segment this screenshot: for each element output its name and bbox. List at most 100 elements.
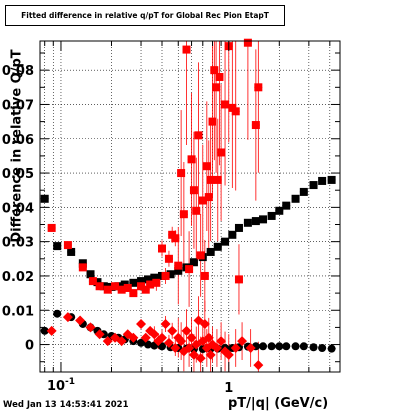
marker-diamond (176, 336, 187, 347)
marker-square (194, 131, 203, 140)
marker-square (177, 169, 186, 178)
y-tick-labels: 0 0.01 0.02 0.03 0.04 0.05 0.06 0.07 0.08 (2, 64, 34, 353)
marker-square (171, 234, 180, 243)
marker-square (67, 247, 76, 256)
marker-square (234, 275, 243, 284)
x-tick-label: 10-1 (47, 377, 75, 394)
marker-square (123, 283, 132, 292)
marker-square (158, 244, 167, 253)
marker-diamond (157, 332, 168, 343)
marker-circle (53, 309, 62, 318)
marker-square (299, 187, 308, 196)
marker-square (282, 201, 291, 210)
marker-diamond (184, 342, 195, 353)
marker-square (213, 175, 222, 184)
marker-square (117, 285, 126, 294)
marker-square (231, 107, 240, 116)
marker-diamond (94, 329, 105, 340)
marker-square (185, 265, 194, 274)
marker-square (161, 271, 170, 280)
y-axis-label: Difference in relative Q/pT (9, 49, 25, 243)
marker-square (202, 162, 211, 171)
y-tick-label: 0.01 (2, 304, 34, 319)
marker-square (200, 271, 209, 280)
marker-diamond (203, 332, 214, 343)
marker-square (179, 210, 188, 219)
marker-diamond (211, 342, 222, 353)
marker-square (251, 121, 260, 130)
marker-circle (291, 342, 300, 351)
marker-diamond (245, 342, 256, 353)
marker-square (267, 211, 276, 220)
marker-circle (309, 343, 318, 352)
marker-square (208, 117, 217, 126)
marker-square (182, 45, 191, 54)
plot-frame (39, 40, 341, 373)
marker-circle (299, 342, 308, 351)
marker-square (275, 206, 284, 215)
marker-square (146, 280, 155, 289)
marker-square (152, 278, 161, 287)
marker-square (221, 237, 230, 246)
marker-square (212, 83, 221, 92)
marker-diamond (181, 325, 192, 336)
marker-square (217, 148, 226, 157)
marker-diamond (140, 332, 151, 343)
marker-square (166, 270, 175, 279)
marker-square (243, 38, 252, 47)
y-tick-label: 0.04 (2, 201, 34, 216)
marker-square (129, 289, 138, 298)
marker-square (189, 258, 198, 267)
marker-square (111, 282, 120, 291)
marker-diamond (149, 329, 160, 340)
marker-square (318, 176, 327, 185)
marker-square (40, 194, 49, 203)
marker-square (254, 83, 263, 92)
marker-diamond (195, 353, 206, 364)
marker-diamond (62, 312, 73, 323)
marker-square (215, 73, 224, 82)
marker-square (47, 223, 56, 232)
marker-circle (143, 340, 152, 349)
marker-diamond (167, 325, 178, 336)
y-tick-label: 0.05 (2, 167, 34, 182)
marker-diamond (230, 342, 241, 353)
marker-square (137, 277, 146, 286)
marker-square (129, 278, 138, 287)
data-markers (40, 38, 336, 371)
marker-square (251, 217, 260, 226)
marker-square (95, 282, 104, 291)
marker-square (174, 266, 183, 275)
marker-circle (40, 326, 49, 335)
marker-square (327, 175, 336, 184)
marker-square (189, 186, 198, 195)
marker-square (206, 175, 215, 184)
marker-square (234, 223, 243, 232)
marker-square (259, 215, 268, 224)
marker-square (103, 285, 112, 294)
marker-square (150, 273, 159, 282)
marker-diamond (116, 336, 127, 347)
marker-square (243, 218, 252, 227)
marker-square (206, 247, 215, 256)
marker-square (137, 282, 146, 291)
marker-circle (327, 344, 336, 353)
marker-square (210, 66, 219, 75)
marker-circle (282, 342, 291, 351)
marker-square (53, 242, 62, 251)
timestamp: Wed Jan 13 14:53:41 2021 (3, 400, 129, 410)
marker-square (63, 241, 72, 250)
marker-diamond (205, 349, 216, 360)
y-tick-label: 0.03 (2, 236, 34, 251)
marker-square (196, 251, 205, 260)
marker-square (228, 230, 237, 239)
marker-square (213, 242, 222, 251)
x-axis-label: pT/|q| (GeV/c) (228, 396, 329, 411)
marker-diamond (188, 349, 199, 360)
marker-diamond (75, 315, 86, 326)
marker-circle (318, 343, 327, 352)
y-tick-label: 0.02 (2, 270, 34, 285)
y-tick-label: 0.07 (2, 98, 34, 113)
marker-square (221, 100, 230, 109)
